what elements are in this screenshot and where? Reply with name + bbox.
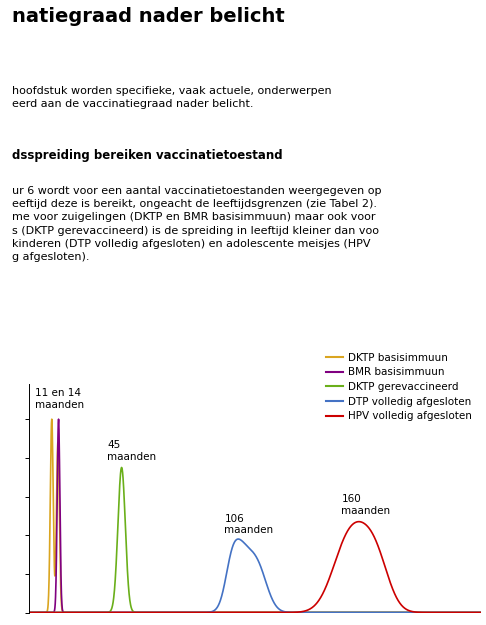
- Text: 160
maanden: 160 maanden: [342, 494, 391, 516]
- Legend: DKTP basisimmuun, BMR basisimmuun, DKTP gerevaccineerd, DTP volledig afgesloten,: DKTP basisimmuun, BMR basisimmuun, DKTP …: [322, 349, 476, 426]
- Text: ur 6 wordt voor een aantal vaccinatietoestanden weergegeven op
eeftijd deze is b: ur 6 wordt voor een aantal vaccinatietoe…: [12, 186, 382, 262]
- Text: dsspreiding bereiken vaccinatietoestand: dsspreiding bereiken vaccinatietoestand: [12, 149, 283, 162]
- Text: 45
maanden: 45 maanden: [107, 440, 156, 462]
- Text: 106
maanden: 106 maanden: [225, 514, 274, 535]
- Text: natiegraad nader belicht: natiegraad nader belicht: [12, 8, 285, 26]
- Text: hoofdstuk worden specifieke, vaak actuele, onderwerpen
eerd aan de vaccinatiegra: hoofdstuk worden specifieke, vaak actuel…: [12, 86, 332, 109]
- Text: 11 en 14
maanden: 11 en 14 maanden: [35, 388, 85, 410]
